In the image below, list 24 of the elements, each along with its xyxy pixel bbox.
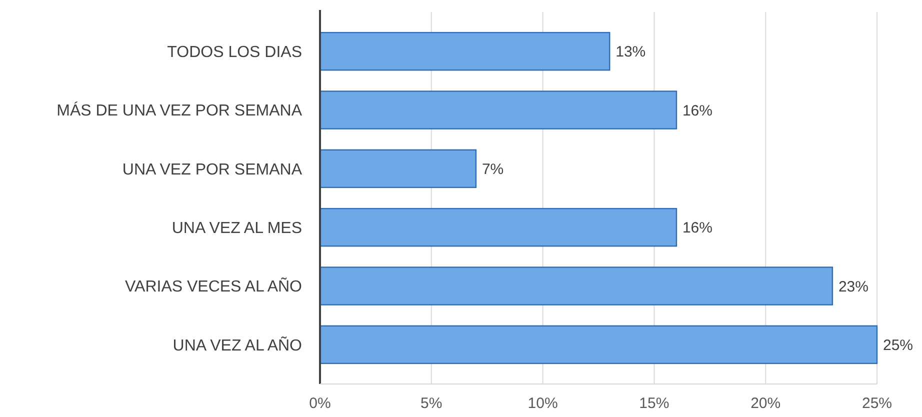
y-tick-label: UNA VEZ AL AÑO (172, 335, 302, 354)
data-label: 25% (883, 336, 914, 354)
data-label: 13% (616, 44, 646, 61)
data-label: 16% (682, 102, 713, 120)
data-label: 16% (682, 220, 713, 237)
y-tick-label: MÁS DE UNA VEZ POR SEMANA (56, 102, 302, 120)
y-tick-label: TODOS LOS DIAS (167, 44, 302, 61)
data-label: 7% (482, 160, 504, 178)
bar (319, 90, 678, 130)
y-tick-label: UNA VEZ POR SEMANA (122, 161, 302, 178)
y-tick-label: VARIAS VECES AL AÑO (125, 276, 302, 296)
x-tick-label: 25% (862, 395, 892, 412)
y-tick-label: UNA VEZ AL MES (172, 220, 302, 237)
x-tick-label: 10% (528, 395, 558, 412)
bar (319, 149, 477, 188)
bar (319, 325, 878, 364)
bar (319, 32, 610, 71)
bar (319, 208, 678, 247)
bar (319, 266, 834, 306)
x-tick-label: 0% (309, 395, 331, 412)
x-tick-label: 5% (420, 395, 442, 412)
x-tick-label: 15% (639, 395, 670, 412)
data-label: 23% (838, 278, 868, 296)
x-tick-label: 20% (750, 395, 781, 412)
